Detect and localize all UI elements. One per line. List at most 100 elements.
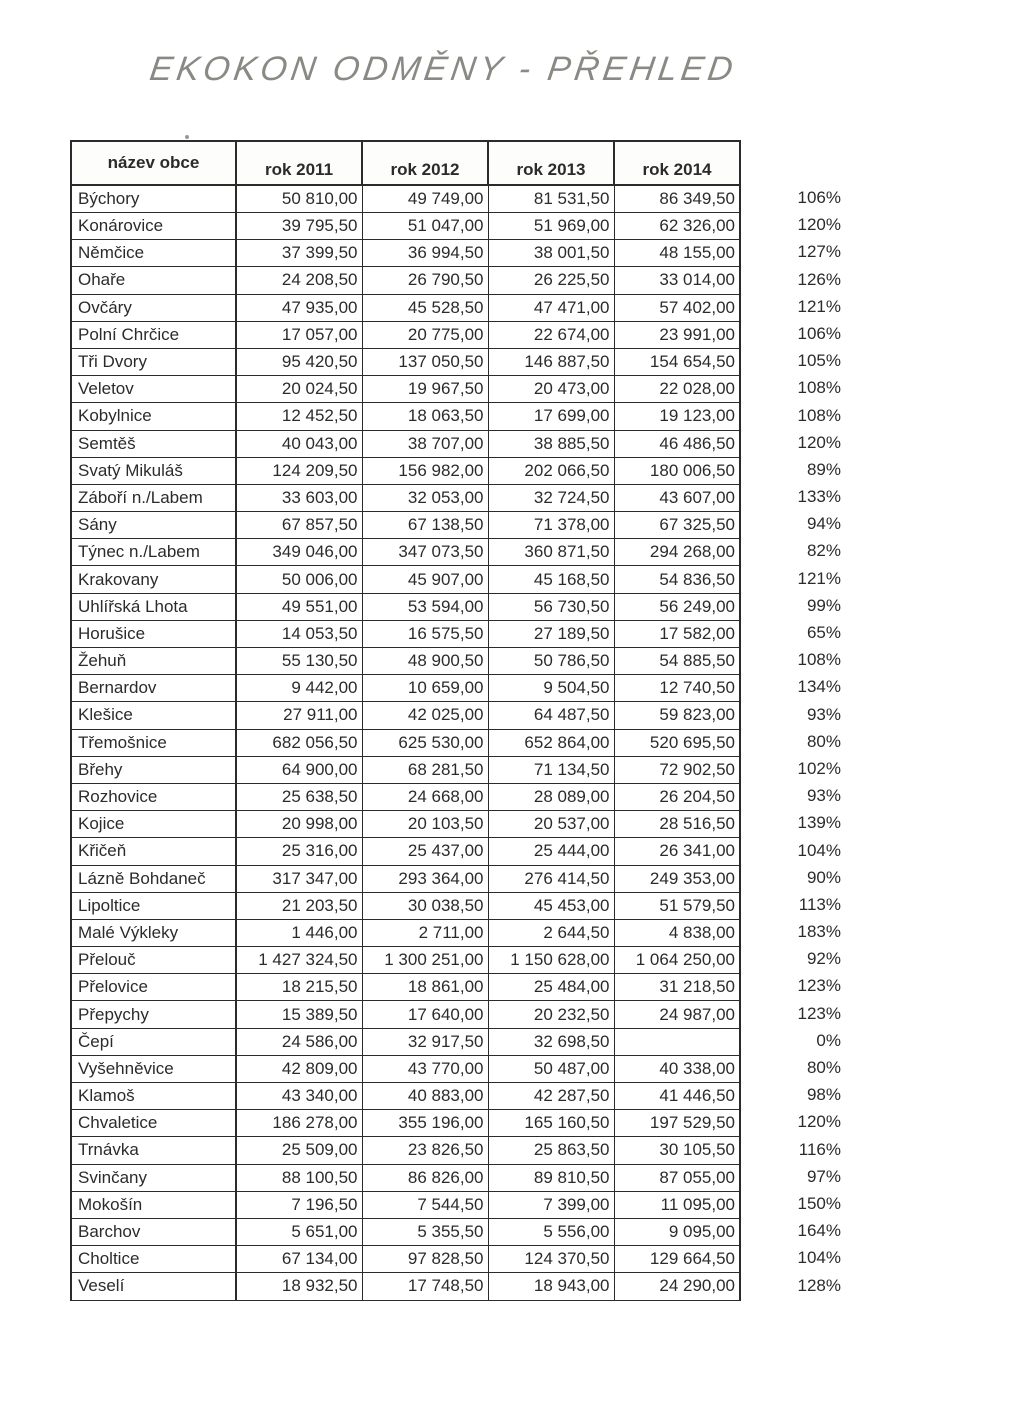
cell-name: Veletov	[71, 376, 236, 403]
cell-y2011: 67 134,00	[236, 1246, 362, 1273]
cell-y2014: 24 290,00	[614, 1273, 740, 1300]
pct-value: 80%	[781, 728, 841, 755]
cell-y2014: 30 105,50	[614, 1137, 740, 1164]
cell-name: Býchory	[71, 185, 236, 213]
cell-y2012: 32 917,50	[362, 1028, 488, 1055]
cell-y2011: 27 911,00	[236, 702, 362, 729]
cell-name: Vyšehněvice	[71, 1055, 236, 1082]
table-row: Lázně Bohdaneč317 347,00293 364,00276 41…	[71, 865, 740, 892]
table-row: Přelouč1 427 324,501 300 251,001 150 628…	[71, 947, 740, 974]
cell-y2014: 129 664,50	[614, 1246, 740, 1273]
cell-y2012: 23 826,50	[362, 1137, 488, 1164]
table-row: Horušice14 053,5016 575,5027 189,5017 58…	[71, 620, 740, 647]
table-row: Záboří n./Labem33 603,0032 053,0032 724,…	[71, 484, 740, 511]
cell-y2014: 154 654,50	[614, 348, 740, 375]
cell-y2014: 17 582,00	[614, 620, 740, 647]
cell-y2013: 42 287,50	[488, 1083, 614, 1110]
pct-value: 150%	[781, 1190, 841, 1217]
cell-name: Záboří n./Labem	[71, 484, 236, 511]
pct-value: 94%	[781, 510, 841, 537]
pct-value: 99%	[781, 592, 841, 619]
cell-y2011: 682 056,50	[236, 729, 362, 756]
table-row: Lipoltice21 203,5030 038,5045 453,0051 5…	[71, 892, 740, 919]
cell-y2011: 18 215,50	[236, 974, 362, 1001]
cell-y2011: 47 935,00	[236, 294, 362, 321]
cell-y2014: 54 836,50	[614, 566, 740, 593]
cell-name: Horušice	[71, 620, 236, 647]
table-row: Vyšehněvice42 809,0043 770,0050 487,0040…	[71, 1055, 740, 1082]
pct-value: 139%	[781, 809, 841, 836]
cell-y2011: 37 399,50	[236, 240, 362, 267]
cell-y2011: 17 057,00	[236, 321, 362, 348]
pct-value: 106%	[781, 184, 841, 211]
cell-y2011: 5 651,00	[236, 1218, 362, 1245]
pct-value: 183%	[781, 918, 841, 945]
cell-y2014: 54 885,50	[614, 648, 740, 675]
cell-y2013: 7 399,00	[488, 1191, 614, 1218]
pct-value: 90%	[781, 864, 841, 891]
cell-y2011: 1 446,00	[236, 919, 362, 946]
cell-y2012: 48 900,50	[362, 648, 488, 675]
cell-y2011: 67 857,50	[236, 512, 362, 539]
cell-name: Němčice	[71, 240, 236, 267]
pct-value: 108%	[781, 402, 841, 429]
cell-y2013: 202 066,50	[488, 457, 614, 484]
cell-y2012: 20 775,00	[362, 321, 488, 348]
cell-y2013: 50 487,00	[488, 1055, 614, 1082]
cell-y2014: 43 607,00	[614, 484, 740, 511]
cell-y2013: 9 504,50	[488, 675, 614, 702]
cell-y2013: 276 414,50	[488, 865, 614, 892]
cell-y2014: 57 402,00	[614, 294, 740, 321]
cell-y2013: 25 863,50	[488, 1137, 614, 1164]
cell-y2012: 625 530,00	[362, 729, 488, 756]
cell-name: Trnávka	[71, 1137, 236, 1164]
cell-y2011: 12 452,50	[236, 403, 362, 430]
cell-y2013: 51 969,00	[488, 213, 614, 240]
cell-name: Krakovany	[71, 566, 236, 593]
pct-value: 126%	[781, 266, 841, 293]
cell-y2012: 20 103,50	[362, 811, 488, 838]
table-row: Týnec n./Labem349 046,00347 073,50360 87…	[71, 539, 740, 566]
cell-y2012: 68 281,50	[362, 756, 488, 783]
pct-value: 104%	[781, 837, 841, 864]
cell-name: Svinčany	[71, 1164, 236, 1191]
cell-y2014: 22 028,00	[614, 376, 740, 403]
table-row: Bernardov9 442,0010 659,009 504,5012 740…	[71, 675, 740, 702]
pct-value: 89%	[781, 456, 841, 483]
cell-y2014: 40 338,00	[614, 1055, 740, 1082]
table-row: Semtěš40 043,0038 707,0038 885,5046 486,…	[71, 430, 740, 457]
cell-y2011: 40 043,00	[236, 430, 362, 457]
pct-value: 120%	[781, 429, 841, 456]
cell-y2012: 43 770,00	[362, 1055, 488, 1082]
cell-y2012: 17 748,50	[362, 1273, 488, 1300]
pct-value: 104%	[781, 1244, 841, 1271]
cell-y2013: 165 160,50	[488, 1110, 614, 1137]
pct-value: 80%	[781, 1054, 841, 1081]
cell-y2012: 25 437,00	[362, 838, 488, 865]
cell-y2013: 360 871,50	[488, 539, 614, 566]
cell-name: Přelovice	[71, 974, 236, 1001]
table-body: Býchory50 810,0049 749,0081 531,5086 349…	[71, 185, 740, 1300]
col-header-name: název obce	[71, 141, 236, 185]
cell-name: Břehy	[71, 756, 236, 783]
pct-value: 121%	[781, 565, 841, 592]
cell-y2014: 87 055,00	[614, 1164, 740, 1191]
cell-y2012: 355 196,00	[362, 1110, 488, 1137]
table-row: Krakovany50 006,0045 907,0045 168,5054 8…	[71, 566, 740, 593]
cell-name: Čepí	[71, 1028, 236, 1055]
cell-y2013: 652 864,00	[488, 729, 614, 756]
table-row: Malé Výkleky1 446,002 711,002 644,504 83…	[71, 919, 740, 946]
cell-y2013: 27 189,50	[488, 620, 614, 647]
pct-value: 120%	[781, 211, 841, 238]
cell-y2013: 22 674,00	[488, 321, 614, 348]
cell-y2012: 19 967,50	[362, 376, 488, 403]
cell-y2013: 20 473,00	[488, 376, 614, 403]
table-row: Klamoš43 340,0040 883,0042 287,5041 446,…	[71, 1083, 740, 1110]
table-row: Trnávka25 509,0023 826,5025 863,5030 105…	[71, 1137, 740, 1164]
col-header-2013: rok 2013	[488, 141, 614, 185]
cell-name: Žehuň	[71, 648, 236, 675]
cell-y2011: 14 053,50	[236, 620, 362, 647]
cell-y2014: 59 823,00	[614, 702, 740, 729]
col-header-2014: rok 2014	[614, 141, 740, 185]
cell-name: Sány	[71, 512, 236, 539]
